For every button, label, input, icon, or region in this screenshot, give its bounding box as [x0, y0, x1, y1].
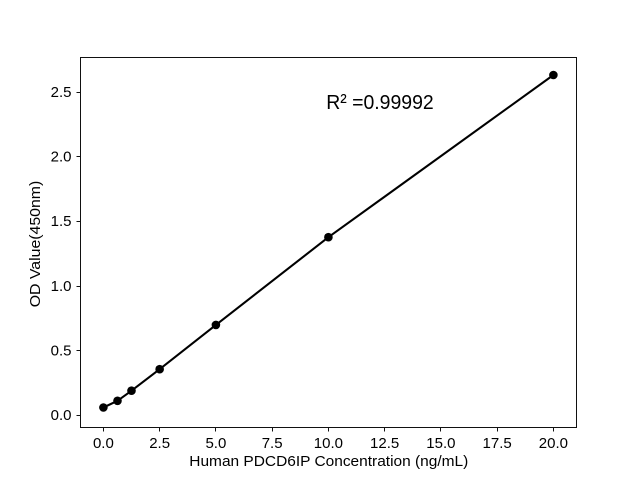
svg-text:10.0: 10.0 [314, 435, 343, 452]
svg-text:17.5: 17.5 [483, 435, 512, 452]
svg-text:2.5: 2.5 [149, 435, 170, 452]
svg-text:0.5: 0.5 [51, 343, 72, 360]
svg-text:5.0: 5.0 [205, 435, 226, 452]
svg-text:1.5: 1.5 [51, 213, 72, 230]
svg-text:OD Value(450nm): OD Value(450nm) [27, 181, 44, 308]
svg-text:R² =0.99992: R² =0.99992 [326, 91, 434, 114]
svg-text:2.0: 2.0 [51, 148, 72, 165]
svg-text:15.0: 15.0 [426, 435, 455, 452]
svg-text:0.0: 0.0 [51, 407, 72, 424]
svg-text:20.0: 20.0 [539, 435, 568, 452]
svg-text:1.0: 1.0 [51, 278, 72, 295]
svg-text:12.5: 12.5 [370, 435, 399, 452]
svg-text:0.0: 0.0 [93, 435, 114, 452]
svg-text:Human PDCD6IP Concentration (n: Human PDCD6IP Concentration (ng/mL) [189, 453, 468, 470]
svg-text:2.5: 2.5 [51, 84, 72, 101]
svg-text:7.5: 7.5 [262, 435, 283, 452]
